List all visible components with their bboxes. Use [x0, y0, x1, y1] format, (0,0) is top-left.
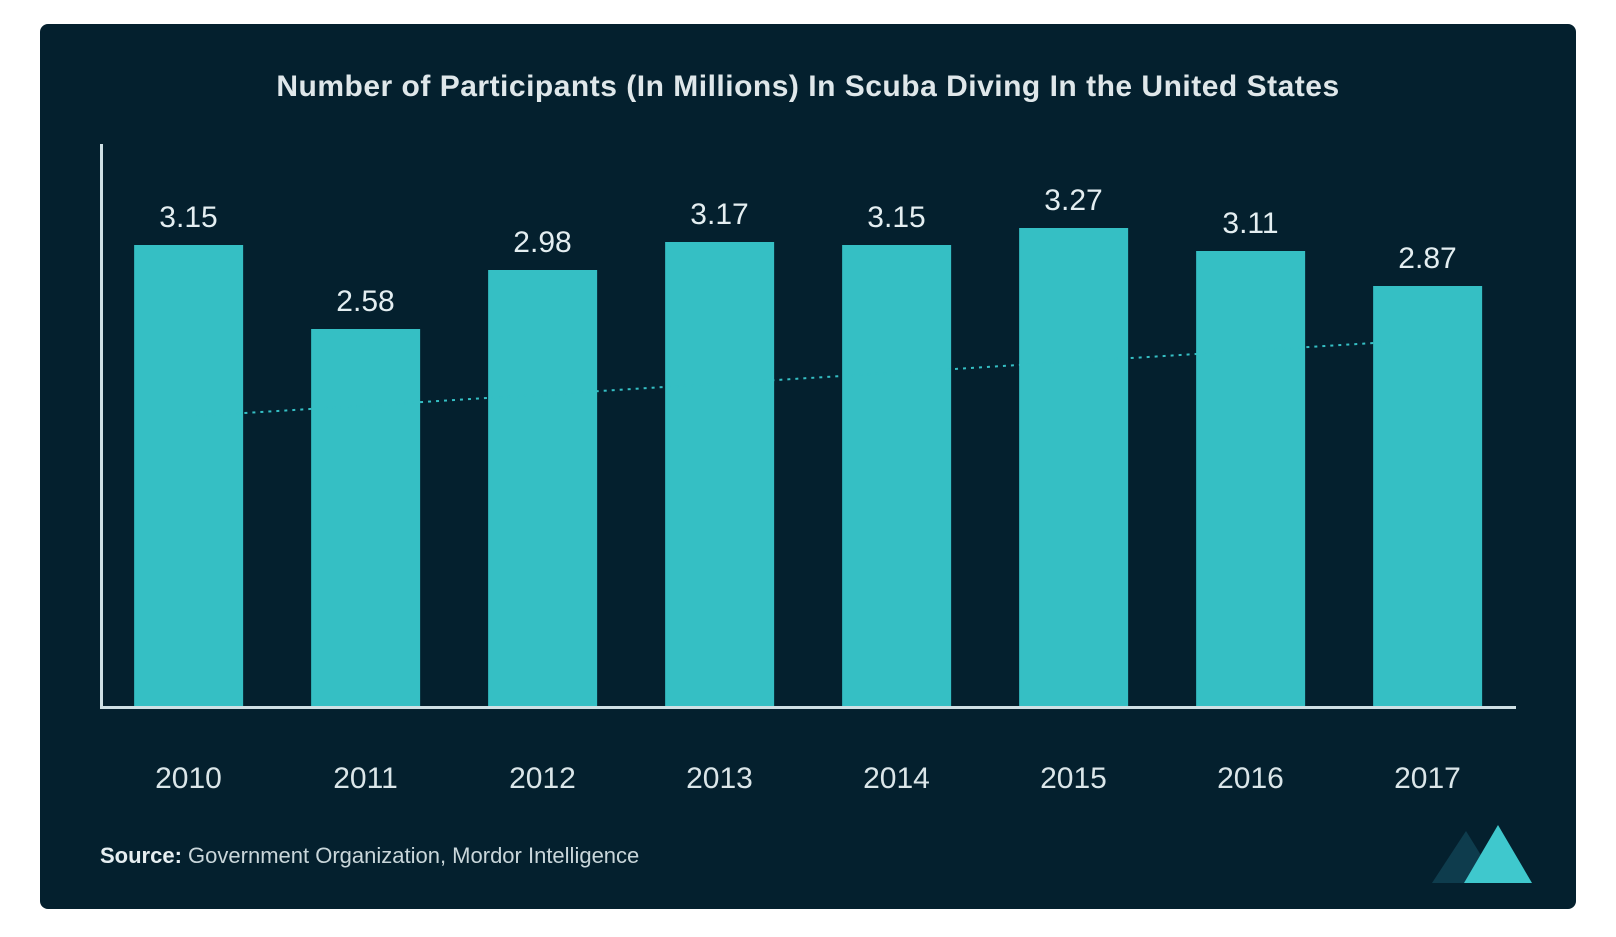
x-axis-label: 2014	[863, 762, 930, 796]
source-label: Source:	[100, 843, 182, 868]
bar	[488, 270, 598, 706]
bar	[1373, 286, 1483, 706]
x-axis-label: 2016	[1217, 762, 1284, 796]
x-axis	[100, 706, 1516, 709]
bar-value-label: 2.98	[513, 226, 571, 260]
bar-slot: 3.172013	[631, 194, 808, 706]
x-axis-label: 2013	[686, 762, 753, 796]
bar-slot: 3.152010	[100, 194, 277, 706]
bar	[311, 329, 421, 706]
bar-slot: 3.152014	[808, 194, 985, 706]
bar-value-label: 3.11	[1222, 207, 1278, 241]
page-container: Number of Participants (In Millions) In …	[0, 0, 1616, 937]
bar-slot: 2.872017	[1339, 194, 1516, 706]
bars-container: 3.1520102.5820112.9820123.1720133.152014…	[100, 194, 1516, 706]
bar	[842, 245, 952, 706]
bar-slot: 2.982012	[454, 194, 631, 706]
bar	[134, 245, 244, 706]
bar-value-label: 2.87	[1398, 242, 1456, 276]
x-axis-label: 2015	[1040, 762, 1107, 796]
chart-title: Number of Participants (In Millions) In …	[40, 70, 1576, 104]
bar-slot: 3.272015	[985, 194, 1162, 706]
bar	[665, 242, 775, 706]
plot-area: 3.1520102.5820112.9820123.1720133.152014…	[100, 144, 1516, 749]
mordor-logo-icon	[1432, 825, 1532, 883]
chart-card: Number of Participants (In Millions) In …	[40, 24, 1576, 909]
bar-slot: 3.112016	[1162, 194, 1339, 706]
x-axis-label: 2012	[509, 762, 576, 796]
x-axis-label: 2010	[155, 762, 222, 796]
x-axis-label: 2011	[333, 762, 398, 796]
x-axis-label: 2017	[1394, 762, 1461, 796]
bar-value-label: 3.27	[1044, 184, 1102, 218]
bar-value-label: 2.58	[336, 285, 394, 319]
source-text: Government Organization, Mordor Intellig…	[188, 843, 639, 868]
bar	[1196, 251, 1306, 706]
bar-value-label: 3.15	[159, 201, 217, 235]
bar-value-label: 3.15	[867, 201, 925, 235]
bar	[1019, 228, 1129, 706]
source-footer: Source: Government Organization, Mordor …	[100, 843, 639, 869]
bar-value-label: 3.17	[690, 198, 748, 232]
bar-slot: 2.582011	[277, 194, 454, 706]
